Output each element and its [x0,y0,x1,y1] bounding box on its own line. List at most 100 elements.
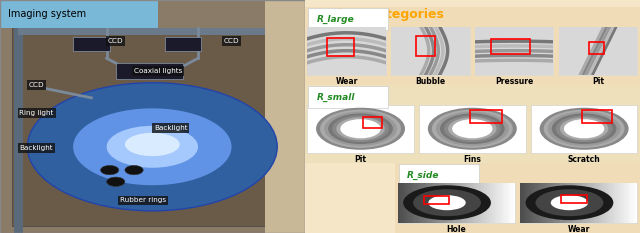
Text: Pit: Pit [592,77,604,86]
Bar [413,183,414,223]
Bar [438,183,439,223]
Bar [584,183,585,223]
Bar [461,183,462,223]
Bar [469,183,470,223]
Bar [467,183,468,223]
Bar [538,183,539,223]
Bar [523,183,524,223]
Bar [482,183,483,223]
Bar [484,183,486,223]
Bar [426,183,427,223]
Bar [510,183,511,223]
Bar [627,183,628,223]
Bar [459,183,460,223]
Bar [415,183,417,223]
FancyBboxPatch shape [12,28,292,226]
Text: Hole: Hole [447,225,467,233]
Ellipse shape [440,113,505,144]
Text: Defect Categories: Defect Categories [318,8,444,21]
Bar [455,183,456,223]
Bar [433,183,434,223]
FancyBboxPatch shape [307,27,386,75]
Bar [522,183,523,223]
Text: Bubble: Bubble [415,77,445,86]
Bar [559,183,560,223]
Bar [495,183,496,223]
Bar [410,183,411,223]
FancyBboxPatch shape [19,28,286,35]
Bar [422,183,424,223]
Bar [499,183,500,223]
Bar [405,183,406,223]
Bar [524,183,525,223]
FancyBboxPatch shape [308,86,388,108]
Bar [623,183,625,223]
Ellipse shape [448,117,497,140]
Ellipse shape [543,110,625,148]
Bar [412,183,413,223]
Bar [447,183,448,223]
Ellipse shape [452,119,493,138]
Bar [525,183,526,223]
Bar [602,183,604,223]
Ellipse shape [332,115,389,142]
Bar [607,183,608,223]
Text: Wear: Wear [335,77,358,86]
Bar [488,183,489,223]
Bar [530,183,531,223]
Bar [615,183,616,223]
Bar [451,183,452,223]
Bar [476,183,477,223]
Bar [573,183,574,223]
Bar [470,183,472,223]
Bar [465,183,466,223]
Bar [572,183,573,223]
Bar [598,183,600,223]
Ellipse shape [324,112,397,146]
Bar [630,183,632,223]
Bar [458,183,459,223]
Bar [473,183,474,223]
Bar [547,183,548,223]
Bar [508,183,509,223]
Text: Pressure: Pressure [495,77,533,86]
FancyBboxPatch shape [265,0,305,233]
Ellipse shape [560,117,609,140]
Bar [474,183,475,223]
FancyBboxPatch shape [0,0,159,28]
Text: Coaxial lights: Coaxial lights [134,68,182,74]
Bar [570,183,571,223]
FancyBboxPatch shape [164,37,201,51]
FancyBboxPatch shape [305,7,640,85]
Bar [506,183,507,223]
Bar [407,183,408,223]
Bar [527,183,529,223]
Bar [596,183,598,223]
Ellipse shape [73,108,232,185]
Bar [497,183,499,223]
Ellipse shape [320,110,401,148]
Bar [398,183,399,223]
Text: Scratch: Scratch [568,155,600,164]
Bar [514,183,515,223]
Bar [477,183,479,223]
Bar [539,183,540,223]
Ellipse shape [564,119,604,138]
Bar [625,183,626,223]
Bar [411,183,412,223]
Bar [561,183,563,223]
Text: Rubber rings: Rubber rings [120,197,166,203]
Bar [580,183,581,223]
Ellipse shape [436,112,509,146]
Bar [560,183,561,223]
Bar [417,183,418,223]
FancyBboxPatch shape [13,0,23,233]
Bar [591,183,593,223]
Bar [513,183,514,223]
Bar [628,183,629,223]
Ellipse shape [340,119,381,138]
Bar [529,183,530,223]
Bar [564,183,566,223]
Bar [611,183,612,223]
Bar [557,183,559,223]
